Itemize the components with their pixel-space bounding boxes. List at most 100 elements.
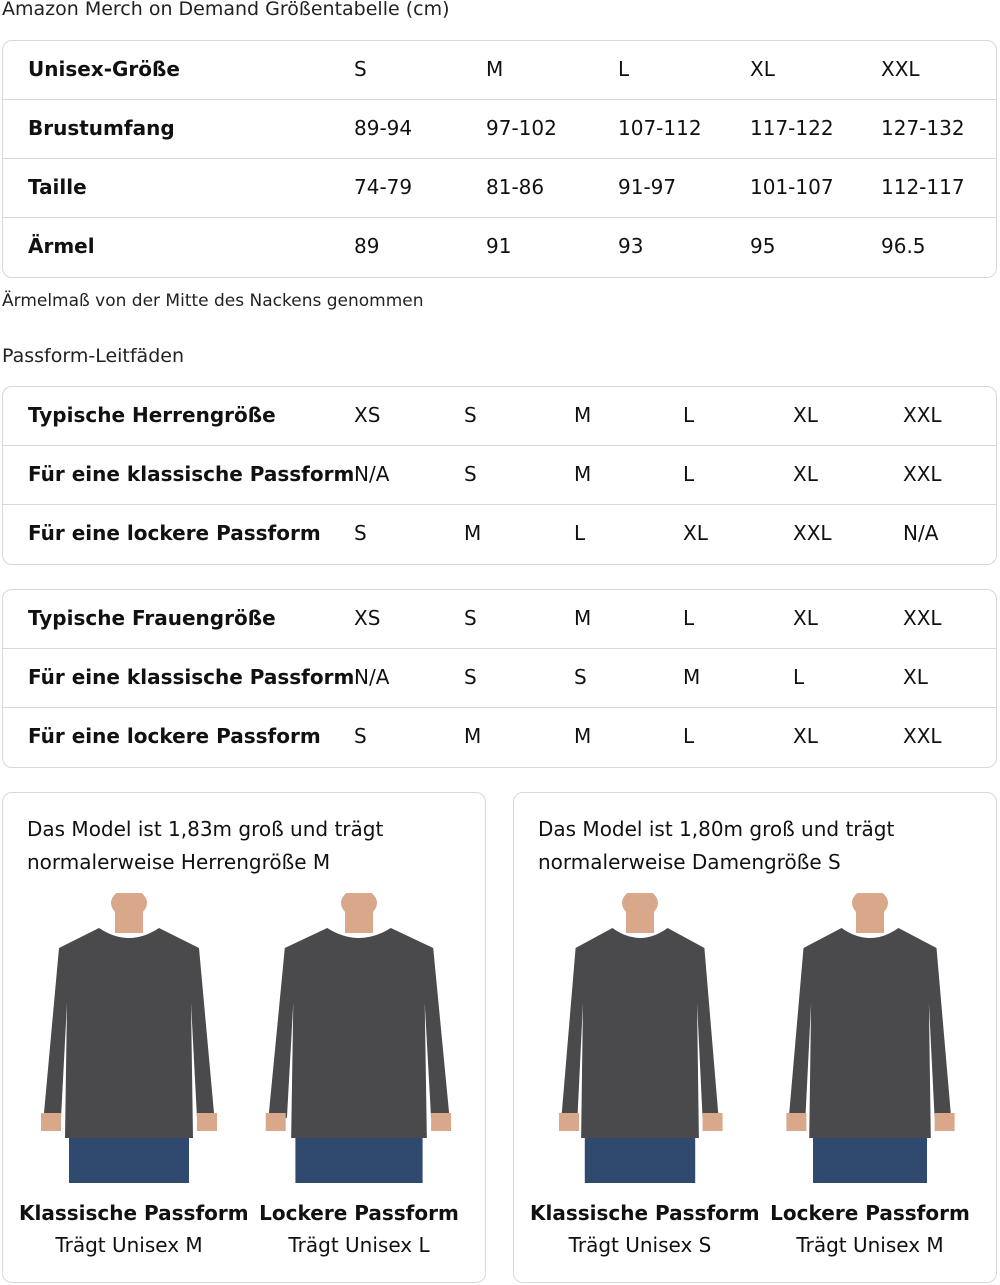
table-row: Für eine lockere Passform S M M L XL XXL	[3, 708, 996, 767]
row-label: Unisex-Größe	[28, 57, 180, 81]
figure-shape	[295, 1133, 423, 1183]
table-row: Ärmel 89 91 93 95 96.5	[3, 218, 996, 277]
row-label: Typische Herrengröße	[28, 403, 276, 427]
cell: XL	[793, 724, 818, 748]
women-sweatshirt-classic-image	[559, 893, 723, 1183]
row-label: Für eine klassische Passform	[28, 462, 355, 486]
cell: 91-97	[618, 175, 677, 199]
figure-shape	[584, 1133, 696, 1183]
table-row: Typische Herrengröße XS S M L XL XXL	[3, 387, 996, 446]
figure-shape	[44, 928, 214, 1138]
table-row: Für eine klassische Passform N/A S S M L XL	[3, 649, 996, 708]
cell: 97-102	[486, 116, 557, 140]
cell: XL	[793, 403, 818, 427]
cell: L	[793, 665, 805, 689]
cell: 89-94	[354, 116, 413, 140]
cell: 93	[618, 234, 644, 258]
figure-shape	[69, 1133, 189, 1183]
row-label: Typische Frauengröße	[28, 606, 276, 630]
row-label: Für eine lockere Passform	[28, 724, 321, 748]
table-row: Brustumfang 89-94 97-102 107-112 117-122 127-…	[3, 100, 996, 159]
page-title: Amazon Merch on Demand Größentabelle (cm…	[2, 0, 450, 20]
figure-shape	[856, 907, 884, 933]
cell: M	[574, 403, 592, 427]
sleeve-note: Ärmelmaß von der Mitte des Nackens genom…	[2, 291, 424, 311]
women-sweatshirt-relaxed-image	[786, 893, 955, 1183]
cell: XL	[793, 606, 818, 630]
cell: L	[683, 724, 695, 748]
figure-relaxed: Lockere Passform Trägt Unisex L	[249, 893, 469, 1257]
cell: L	[574, 521, 586, 545]
figure-shape	[559, 1113, 580, 1131]
figure-shape	[265, 1113, 286, 1131]
cell: M	[464, 724, 482, 748]
cell: XXL	[881, 57, 920, 81]
cell: S	[354, 57, 367, 81]
figure-shape	[786, 1113, 807, 1131]
cell: S	[354, 724, 367, 748]
cell: S	[464, 462, 477, 486]
figure-shape	[115, 907, 143, 933]
cell: L	[618, 57, 630, 81]
figure-subtitle: Trägt Unisex L	[288, 1233, 430, 1257]
cell: L	[683, 462, 695, 486]
figure-classic: Klassische Passform Trägt Unisex S	[530, 893, 760, 1257]
figure-shape	[345, 907, 373, 933]
table-row: Für eine klassische Passform N/A S M L XL XXL	[3, 446, 996, 505]
table-row: Typische Frauengröße XS S M L XL XXL	[3, 590, 996, 649]
cell: XL	[793, 462, 818, 486]
figure-shape	[789, 928, 951, 1138]
cell: M	[574, 606, 592, 630]
cell: 117-122	[750, 116, 834, 140]
cell: XXL	[903, 403, 942, 427]
cell: 127-132	[881, 116, 965, 140]
cell: 81-86	[486, 175, 545, 199]
figure-relaxed: Lockere Passform Trägt Unisex M	[760, 893, 980, 1257]
cell: M	[574, 724, 592, 748]
cell: L	[683, 606, 695, 630]
row-label: Taille	[28, 175, 87, 199]
table-row: Für eine lockere Passform S M L XL XXL N/A	[3, 505, 996, 564]
cell: M	[464, 521, 482, 545]
cell: 74-79	[354, 175, 413, 199]
cell: S	[574, 665, 587, 689]
row-label: Brustumfang	[28, 116, 175, 140]
figure-title: Klassische Passform	[19, 1201, 249, 1225]
cell: 95	[750, 234, 776, 258]
men-sweatshirt-relaxed-image	[265, 893, 452, 1183]
cell: M	[683, 665, 701, 689]
table-row: Unisex-Größe S M L XL XXL	[3, 41, 996, 100]
cell: 91	[486, 234, 512, 258]
cell: XXL	[903, 606, 942, 630]
cell: XL	[683, 521, 708, 545]
figure-classic: Klassische Passform Trägt Unisex M	[19, 893, 249, 1257]
figure-title: Lockere Passform	[770, 1201, 970, 1225]
figure-shape	[934, 1113, 955, 1131]
size-table: Unisex-Größe S M L XL XXL Brustumfang 89-94 97-…	[2, 40, 997, 278]
cell: N/A	[354, 665, 390, 689]
figure-shape	[431, 1113, 452, 1131]
cell: 112-117	[881, 175, 965, 199]
cell: S	[464, 665, 477, 689]
figure-subtitle: Trägt Unisex S	[568, 1233, 712, 1257]
figure-subtitle: Trägt Unisex M	[55, 1233, 203, 1257]
women-fit-table: Typische Frauengröße XS S M L XL XXL Für eine k…	[2, 589, 997, 768]
cell: 89	[354, 234, 380, 258]
cell: S	[464, 403, 477, 427]
cell: 96.5	[881, 234, 926, 258]
model-caption: Das Model ist 1,80m groß und trägt norma…	[538, 817, 895, 874]
men-fit-table: Typische Herrengröße XS S M L XL XXL Für eine k…	[2, 386, 997, 565]
men-sweatshirt-classic-image	[41, 893, 217, 1183]
women-model-card: Das Model ist 1,80m groß und trägt norma…	[513, 792, 997, 1283]
cell: L	[683, 403, 695, 427]
model-caption: Das Model ist 1,83m groß und trägt norma…	[27, 817, 384, 874]
cell: N/A	[354, 462, 390, 486]
row-label: Für eine lockere Passform	[28, 521, 321, 545]
cell: 107-112	[618, 116, 702, 140]
figure-title: Lockere Passform	[259, 1201, 459, 1225]
row-label: Ärmel	[28, 234, 95, 258]
table-row: Taille 74-79 81-86 91-97 101-107 112-117	[3, 159, 996, 218]
cell: S	[464, 606, 477, 630]
figure-shape	[813, 1133, 927, 1183]
cell: XXL	[793, 521, 832, 545]
